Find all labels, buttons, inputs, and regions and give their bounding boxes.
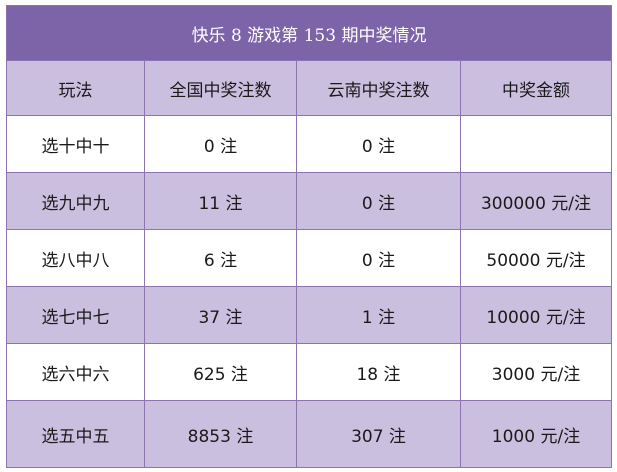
table-title: 快乐 8 游戏第 153 期中奖情况 xyxy=(5,5,613,61)
table-title-row: 快乐 8 游戏第 153 期中奖情况 xyxy=(5,5,613,61)
header-prize-amount: 中奖金额 xyxy=(459,60,613,116)
cell-prize-amount: 1000 元/注 xyxy=(459,400,613,468)
cell-national-winners: 8853 注 xyxy=(144,400,297,468)
cell-yunnan-winners: 0 注 xyxy=(296,115,461,173)
cell-play-type: 选十中十 xyxy=(6,115,145,173)
table-row: 选八中八 6 注 0 注 50000 元/注 xyxy=(6,229,613,287)
cell-national-winners: 0 注 xyxy=(144,115,297,173)
cell-national-winners: 37 注 xyxy=(144,286,297,344)
cell-prize-amount: 50000 元/注 xyxy=(459,229,613,287)
table-header-row: 玩法 全国中奖注数 云南中奖注数 中奖金额 xyxy=(6,60,613,116)
lottery-result-table: 快乐 8 游戏第 153 期中奖情况 玩法 全国中奖注数 云南中奖注数 中奖金额… xyxy=(5,5,613,468)
table-row: 选六中六 625 注 18 注 3000 元/注 xyxy=(6,343,613,401)
table-row: 选七中七 37 注 1 注 10000 元/注 xyxy=(6,286,613,344)
cell-play-type: 选五中五 xyxy=(6,400,145,468)
cell-play-type: 选七中七 xyxy=(6,286,145,344)
cell-national-winners: 6 注 xyxy=(144,229,297,287)
table-row: 选九中九 11 注 0 注 300000 元/注 xyxy=(6,172,613,230)
cell-play-type: 选八中八 xyxy=(6,229,145,287)
cell-yunnan-winners: 307 注 xyxy=(296,400,461,468)
cell-national-winners: 11 注 xyxy=(144,172,297,230)
cell-national-winners: 625 注 xyxy=(144,343,297,401)
cell-yunnan-winners: 0 注 xyxy=(296,229,461,287)
cell-prize-amount: 10000 元/注 xyxy=(459,286,613,344)
cell-yunnan-winners: 18 注 xyxy=(296,343,461,401)
header-play-type: 玩法 xyxy=(6,60,145,116)
cell-prize-amount: 3000 元/注 xyxy=(459,343,613,401)
cell-play-type: 选六中六 xyxy=(6,343,145,401)
cell-yunnan-winners: 0 注 xyxy=(296,172,461,230)
cell-play-type: 选九中九 xyxy=(6,172,145,230)
cell-prize-amount xyxy=(459,115,613,173)
cell-yunnan-winners: 1 注 xyxy=(296,286,461,344)
lottery-result-table-container: 快乐 8 游戏第 153 期中奖情况 玩法 全国中奖注数 云南中奖注数 中奖金额… xyxy=(5,5,613,468)
cell-prize-amount: 300000 元/注 xyxy=(459,172,613,230)
table-row: 选十中十 0 注 0 注 xyxy=(6,115,613,173)
header-yunnan-winners: 云南中奖注数 xyxy=(296,60,461,116)
header-national-winners: 全国中奖注数 xyxy=(144,60,297,116)
table-row: 选五中五 8853 注 307 注 1000 元/注 xyxy=(6,400,613,468)
